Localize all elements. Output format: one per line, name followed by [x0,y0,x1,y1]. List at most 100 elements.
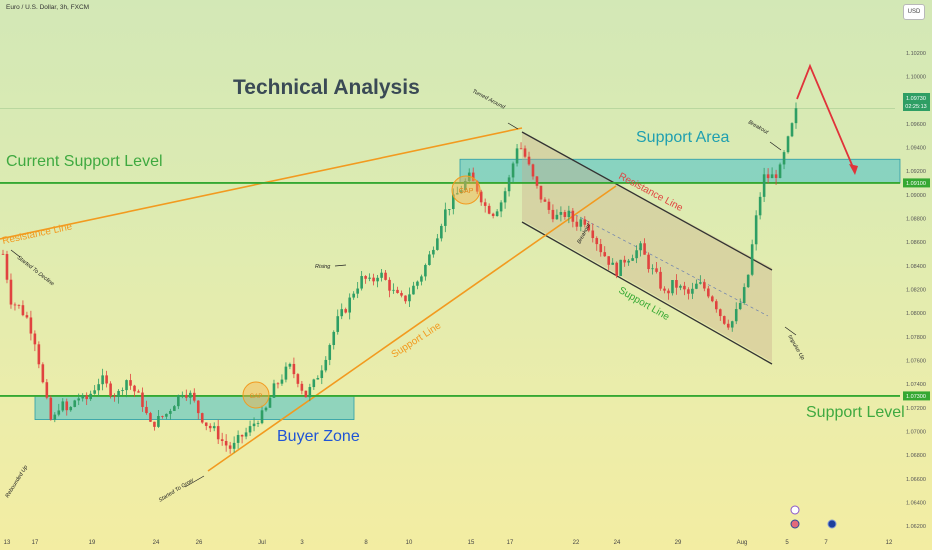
lower-level-box [903,391,930,401]
candle-body [515,148,519,164]
candle-body [523,148,527,157]
candle-body [364,276,367,279]
candle-body [631,258,634,261]
candle-body [639,243,642,251]
candle-body [133,385,136,392]
candle-body [49,397,53,420]
candle-body [547,201,551,210]
candle-body [308,387,312,398]
candle-body [408,294,411,302]
channel-support-line [521,221,773,365]
candle-body [324,359,328,371]
candle-body [232,442,236,449]
y-tick-label: 1.06200 [906,524,926,530]
candle-body [615,262,618,277]
candle-body [137,391,140,393]
candle-body [691,288,694,294]
y-tick-label: 1.08800 [906,216,926,222]
chart-title: Technical Analysis [233,76,420,99]
candle-body [475,181,479,192]
candle-body [380,272,383,278]
candle-body [420,276,423,282]
candle-body [611,262,614,265]
y-tick-label: 1.10000 [906,74,926,80]
candle-body [185,394,188,398]
x-tick-label: 8 [364,540,368,546]
eu-flag-icon[interactable] [827,519,837,529]
candle-body [17,304,21,306]
candle-body [734,309,738,322]
candle-body [559,212,563,215]
candle-body [527,156,531,165]
candle-body [774,174,778,178]
candle-body [503,191,507,203]
started-to-grow-label: Started To Grow [158,477,196,504]
time-axis: 13 17 19 24 26 Jul 3 8 10 15 17 22 24 29 Aug 5 7 12 [4,540,893,546]
candle-body [200,413,204,423]
gap-circle [451,175,481,205]
candle-body [651,268,654,270]
buyer-zone-label: Buyer Zone [277,428,360,445]
current-price-box [903,93,930,111]
candle-body [224,441,228,446]
candle-body [37,344,41,365]
candle-body [495,211,499,217]
candle-body [587,224,591,231]
candle-body [220,439,224,442]
candle-body [623,259,626,263]
candle-body [153,421,156,427]
x-tick-label: 26 [196,540,203,546]
candle-body [292,363,296,375]
candle-body [272,383,276,398]
candle-body [750,244,754,275]
candle-body [113,396,116,397]
candle-body [81,395,84,399]
candle-body [296,374,300,384]
candle-body [786,136,790,153]
candle-body [77,398,81,401]
candle-body [711,296,714,302]
candle-body [280,379,284,384]
rising-label: Rising [315,264,331,270]
currency-button[interactable]: USD [903,4,925,20]
y-tick-label: 1.08200 [906,287,926,293]
candle-body [41,364,45,383]
resistance-line-left-label: Resistance Line [1,221,73,247]
candle-body [284,366,288,380]
candle-body [376,277,379,282]
candle-body [679,285,682,288]
candle-body [240,434,244,437]
y-tick-label: 1.08600 [906,240,926,246]
us-flag-icon[interactable] [790,519,800,529]
x-tick-label: 12 [886,540,893,546]
started-to-decline-label: Started To Decline [16,255,55,287]
candle-body [312,379,316,388]
candle-body [9,279,13,305]
candle-body [352,293,355,298]
candle-body [13,304,17,306]
candle-body [252,423,256,427]
x-tick-label: 17 [32,540,39,546]
candle-body [758,196,762,216]
x-tick-label: 3 [300,540,304,546]
candle-body [487,205,491,214]
candle-body [97,384,100,391]
candle-body [742,287,746,303]
candle-body [316,378,320,380]
x-tick-label: 5 [785,540,789,546]
candle-body [129,380,132,386]
price-axis: 1.102001.100001.098001.096001.094001.092… [906,51,926,530]
gap-circle-2 [242,381,270,409]
candle-body [208,425,212,429]
lightning-icon[interactable] [790,505,800,515]
candle-body [101,375,104,385]
candle-body [507,177,511,192]
candle-body [248,426,252,433]
candle-body [722,316,726,324]
candle-body [703,282,706,289]
candle-body [675,280,678,288]
candle-body [264,407,268,411]
candle-body [256,423,260,424]
candle-body [718,309,722,317]
candle-body [141,392,144,407]
